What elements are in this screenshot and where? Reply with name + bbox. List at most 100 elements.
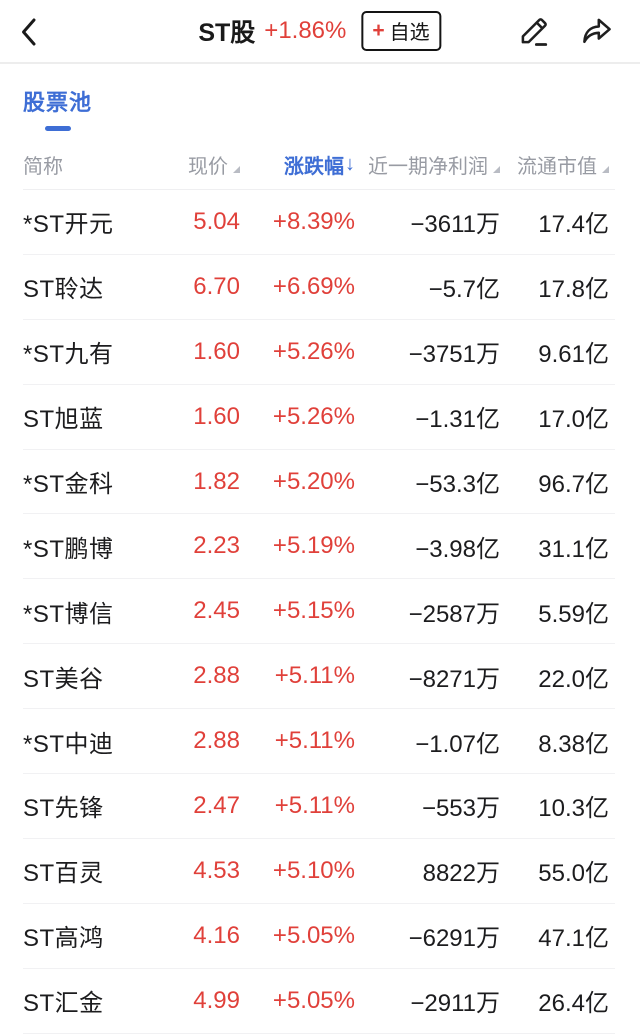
stock-row[interactable]: ST旭蓝 1.60 +5.26% −1.31亿 17.0亿 — [23, 384, 615, 450]
top-nav: ST股 +1.86% + 自选 — [0, 0, 640, 64]
stock-row[interactable]: *ST金科 1.82 +5.20% −53.3亿 96.7亿 — [23, 449, 615, 515]
stock-price: 1.60 — [193, 402, 240, 430]
stock-price: 2.45 — [193, 597, 240, 625]
stock-name: ST先锋 — [23, 795, 104, 823]
stock-name: ST旭蓝 — [23, 406, 104, 434]
col-header-change[interactable]: 涨跌幅 ↓ — [284, 153, 355, 178]
page-title: ST股 — [198, 19, 256, 47]
add-watchlist-label: 自选 — [389, 22, 430, 44]
sector-change: +1.86% — [264, 17, 347, 44]
back-button[interactable] — [18, 14, 54, 50]
stock-name: ST百灵 — [23, 860, 104, 888]
stock-market-cap: 22.0亿 — [538, 665, 609, 693]
stock-row[interactable]: ST聆达 6.70 +6.69% −5.7亿 17.8亿 — [23, 254, 615, 320]
stock-row[interactable]: ST汇金 4.99 +5.05% −2911万 26.4亿 — [23, 968, 615, 1034]
stock-change-pct: +5.05% — [272, 986, 355, 1014]
stock-net-profit: −2587万 — [408, 600, 500, 628]
stock-row[interactable]: *ST鹏博 2.23 +5.19% −3.98亿 31.1亿 — [23, 514, 615, 580]
title-group: ST股 +1.86% + 自选 — [198, 0, 442, 62]
stock-market-cap: 47.1亿 — [538, 925, 609, 953]
stock-market-cap: 55.0亿 — [538, 860, 609, 888]
stock-change-pct: +5.19% — [272, 532, 355, 560]
stock-net-profit: −53.3亿 — [415, 471, 500, 498]
sort-triangle-icon — [602, 166, 609, 173]
stock-market-cap: 9.61亿 — [538, 341, 609, 369]
stock-market-cap: 31.1亿 — [538, 535, 609, 563]
stock-price: 4.53 — [193, 856, 240, 884]
stock-market-cap: 5.59亿 — [538, 600, 609, 628]
stock-change-pct: +5.26% — [272, 402, 355, 430]
stock-change-pct: +5.11% — [274, 662, 355, 690]
stock-net-profit: −5.7亿 — [428, 276, 500, 304]
stock-change-pct: +5.10% — [272, 856, 355, 884]
stock-market-cap: 10.3亿 — [538, 795, 609, 823]
stock-market-cap: 17.0亿 — [538, 406, 609, 434]
stock-market-cap: 96.7亿 — [538, 471, 609, 498]
stock-row[interactable]: ST百灵 4.53 +5.10% 8822万 55.0亿 — [23, 838, 615, 904]
stock-net-profit: 8822万 — [422, 860, 500, 888]
stock-row[interactable]: *ST九有 1.60 +5.26% −3751万 9.61亿 — [23, 319, 615, 385]
col-header-market-cap[interactable]: 流通市值 — [500, 150, 609, 179]
stock-change-pct: +5.20% — [272, 467, 355, 495]
add-watchlist-button[interactable]: + 自选 — [361, 11, 442, 51]
tab-bar: 股票池 — [0, 64, 640, 140]
col-header-net-profit[interactable]: 近一期净利润 — [355, 150, 500, 179]
stock-change-pct: +8.39% — [272, 207, 355, 235]
stock-list: *ST开元 5.04 +8.39% −3611万 17.4亿 ST聆达 6.70… — [0, 190, 640, 1034]
stock-name: *ST中迪 — [23, 730, 114, 758]
stock-name: *ST金科 — [23, 471, 114, 498]
stock-name: ST美谷 — [23, 665, 104, 693]
stock-row[interactable]: *ST开元 5.04 +8.39% −3611万 17.4亿 — [23, 190, 615, 255]
stock-net-profit: −3.98亿 — [415, 535, 500, 563]
stock-price: 1.60 — [193, 337, 240, 365]
stock-name: *ST鹏博 — [23, 535, 114, 563]
col-header-price[interactable]: 现价 — [165, 150, 240, 179]
stock-market-cap: 17.4亿 — [538, 211, 609, 239]
sort-triangle-icon — [233, 166, 240, 173]
sort-triangle-icon — [493, 166, 500, 173]
stock-net-profit: −2911万 — [410, 990, 500, 1018]
stock-row[interactable]: *ST中迪 2.88 +5.11% −1.07亿 8.38亿 — [23, 709, 615, 775]
stock-price: 4.99 — [193, 986, 240, 1014]
stock-net-profit: −3611万 — [410, 211, 500, 239]
stock-change-pct: +5.11% — [274, 727, 355, 755]
stock-net-profit: −6291万 — [408, 925, 500, 953]
stock-change-pct: +5.15% — [272, 597, 355, 625]
stock-price: 2.88 — [193, 662, 240, 690]
sort-desc-arrow-icon: ↓ — [345, 153, 355, 175]
pencil-icon — [521, 18, 548, 46]
stock-price: 1.82 — [193, 467, 240, 495]
nav-actions — [516, 0, 616, 62]
stock-row[interactable]: *ST博信 2.45 +5.15% −2587万 5.59亿 — [23, 579, 615, 645]
share-button[interactable] — [578, 13, 616, 49]
stock-name: *ST九有 — [23, 341, 114, 369]
stock-net-profit: −553万 — [421, 795, 500, 823]
edit-button[interactable] — [516, 13, 552, 49]
stock-row[interactable]: ST美谷 2.88 +5.11% −8271万 22.0亿 — [23, 644, 615, 710]
stock-net-profit: −1.07亿 — [415, 730, 500, 758]
stock-price: 6.70 — [193, 272, 240, 300]
stock-change-pct: +5.11% — [274, 791, 355, 819]
stock-price: 5.04 — [193, 207, 240, 235]
active-tab-indicator — [44, 126, 71, 131]
stock-price: 2.47 — [193, 791, 240, 819]
col-header-name[interactable]: 简称 — [23, 156, 63, 178]
share-icon — [583, 18, 611, 44]
stock-change-pct: +6.69% — [272, 272, 355, 300]
stock-name: ST汇金 — [23, 990, 104, 1018]
stock-net-profit: −8271万 — [408, 665, 500, 693]
stock-name: ST聆达 — [23, 276, 104, 304]
stock-row[interactable]: ST先锋 2.47 +5.11% −553万 10.3亿 — [23, 774, 615, 839]
tab-stock-pool[interactable]: 股票池 — [23, 85, 92, 131]
table-header: 简称 现价 涨跌幅 ↓ 近一期净利润 流通市值 — [23, 140, 615, 190]
stock-change-pct: +5.26% — [272, 337, 355, 365]
stock-market-cap: 17.8亿 — [538, 276, 609, 304]
stock-price: 2.23 — [193, 532, 240, 560]
stock-name: *ST博信 — [23, 600, 114, 628]
stock-name: *ST开元 — [23, 211, 114, 239]
plus-icon: + — [372, 18, 385, 42]
stock-price: 2.88 — [193, 727, 240, 755]
stock-row[interactable]: ST高鸿 4.16 +5.05% −6291万 47.1亿 — [23, 903, 615, 969]
stock-market-cap: 8.38亿 — [538, 730, 609, 758]
stock-net-profit: −3751万 — [408, 341, 500, 369]
